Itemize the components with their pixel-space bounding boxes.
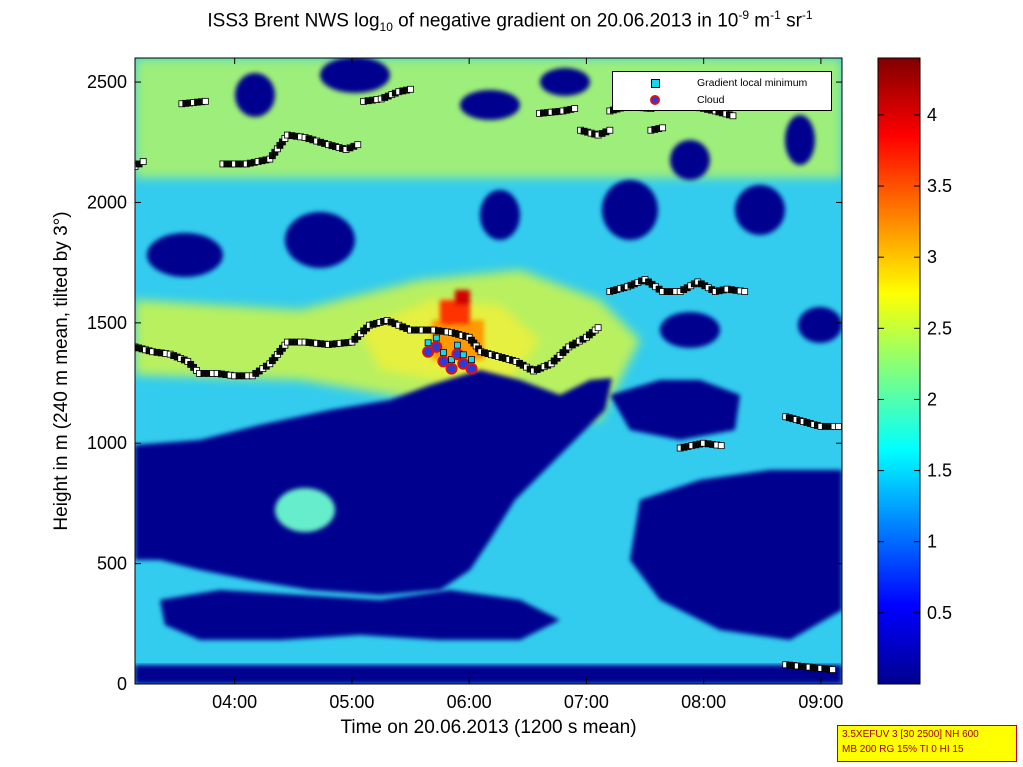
- gradient-point: [594, 324, 602, 332]
- legend-item-gradient: Gradient local minimum: [613, 75, 807, 91]
- cloud-marker-icon: [650, 95, 660, 105]
- gradient-point-cyan: [424, 339, 432, 347]
- gradient-segment: [360, 85, 414, 105]
- gradient-point-cyan: [439, 348, 447, 356]
- gradient-point: [659, 124, 667, 132]
- x-tick-label: 04:00: [212, 692, 257, 712]
- title-middle: of negative gradient on 20.06.2013 in 10: [392, 10, 739, 32]
- y-tick-label: 2000: [87, 192, 127, 212]
- y-tick-label: 0: [117, 674, 127, 694]
- gradient-point: [407, 85, 414, 93]
- gradient-segment: [178, 97, 209, 108]
- gradient-segment: [647, 124, 667, 134]
- gradient-point: [835, 422, 842, 430]
- info-line-1: 3.5XEFUV 3 [30 2500] NH 600: [842, 729, 979, 740]
- x-axis-label: Time on 20.06.2013 (1200 s mean): [340, 717, 637, 738]
- colorbar: [877, 57, 921, 685]
- legend-item-cloud: Cloud: [613, 92, 724, 108]
- title-unit2: sr: [780, 10, 802, 32]
- x-tick-label: 09:00: [798, 692, 843, 712]
- gradient-point: [606, 126, 614, 134]
- colorbar-tick-label: 1.5: [927, 461, 952, 481]
- heatmap: [135, 58, 842, 684]
- y-tick-label: 500: [97, 554, 127, 574]
- heatmap-pocket: [275, 488, 335, 532]
- axes: 04:00 05:00 06:00 07:00 08:00 09:00 0 500 1000 15…: [87, 58, 843, 712]
- gradient-point: [829, 666, 837, 673]
- info-box: 3.5XEFUV 3 [30 2500] NH 600 MB 200 RG 15…: [837, 725, 1017, 762]
- colorbar-tick-label: 2.5: [927, 318, 952, 338]
- title-sup2: -1: [770, 8, 781, 22]
- heatmap-low-dark: [160, 590, 560, 640]
- chart-title: ISS3 Brent NWS log10 of negative gradien…: [100, 8, 920, 34]
- title-sup1: -9: [738, 8, 750, 22]
- gradient-segment: [782, 661, 837, 673]
- y-tick-label: 2500: [87, 72, 127, 92]
- title-unit1: m: [749, 10, 771, 32]
- series-layer: [135, 85, 842, 673]
- cloud-point: [465, 362, 478, 375]
- heatmap-upper-blobs: [147, 58, 842, 348]
- gradient-point-cyan: [454, 341, 461, 349]
- legend-gradient-label: Gradient local minimum: [697, 77, 808, 89]
- colorbar-ticks: 0.5 1 1.5 2 2.5 3 3.5 4: [878, 105, 952, 623]
- gradient-segment: [676, 439, 725, 452]
- gradient-marker-icon: [650, 78, 660, 88]
- y-tick-label: 1000: [87, 433, 127, 453]
- y-tick-label: 1500: [87, 313, 127, 333]
- gradient-segment: [536, 105, 579, 117]
- gradient-point: [571, 105, 579, 112]
- x-tick-label: 07:00: [564, 692, 609, 712]
- legend-cloud-label: Cloud: [697, 94, 725, 106]
- plot-frame: [134, 57, 843, 685]
- title-sup3: -1: [801, 8, 813, 22]
- heatmap-ground: [135, 665, 842, 684]
- title-sub: 10: [379, 20, 393, 35]
- gradient-point-cyan: [459, 351, 467, 359]
- colorbar-tick-label: 2: [927, 389, 937, 409]
- gradient-point: [729, 112, 737, 120]
- cloud-point: [437, 355, 450, 368]
- gradient-point: [717, 442, 725, 450]
- gradient-point-cyan: [432, 334, 440, 342]
- gradient-segment: [606, 276, 749, 295]
- info-line-2: MB 200 RG 15% TI 0 HI 15: [842, 744, 964, 755]
- gradient-segment: [219, 131, 362, 168]
- legend: Gradient local minimum Cloud: [612, 71, 832, 111]
- gradient-segment: [782, 413, 842, 430]
- gradient-segment: [577, 126, 614, 139]
- gradient-segment: [135, 317, 602, 380]
- cloud-point: [445, 362, 458, 375]
- gradient-segment: [135, 158, 147, 170]
- colorbar-tick-label: 0.5: [927, 603, 952, 623]
- gradient-point: [139, 158, 147, 165]
- gradient-point: [354, 141, 362, 149]
- y-axis-label: Height in m (240 m mean, tilted by 3°): [51, 211, 72, 531]
- gradient-point: [201, 97, 209, 105]
- colorbar-tick-label: 1: [927, 532, 937, 552]
- title-prefix: ISS3 Brent NWS log: [207, 10, 380, 32]
- colorbar-tick-label: 3.5: [927, 176, 952, 196]
- x-tick-label: 06:00: [447, 692, 492, 712]
- colorbar-tick-label: 4: [927, 105, 937, 125]
- x-tick-label: 08:00: [681, 692, 726, 712]
- gradient-point-cyan: [468, 356, 475, 363]
- x-tick-label: 05:00: [329, 692, 374, 712]
- heatmap-right-dark-2: [610, 380, 740, 440]
- heatmap-boundary-layer: [135, 370, 612, 595]
- heatmap-right-dark: [630, 470, 842, 640]
- cloud-point: [430, 340, 443, 353]
- colorbar-tick-label: 3: [927, 247, 937, 267]
- gradient-point: [741, 288, 749, 295]
